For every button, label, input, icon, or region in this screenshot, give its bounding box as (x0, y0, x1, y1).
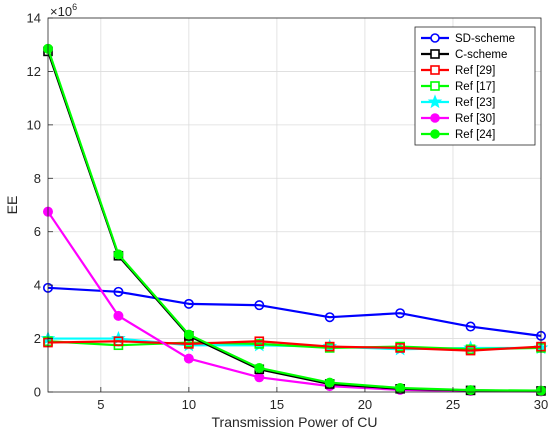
point-ref-30 (113, 310, 124, 321)
legend-entry-ref-24: Ref [24] (421, 129, 495, 141)
point-ref-29 (113, 336, 124, 347)
x-tick-label: 20 (358, 397, 372, 412)
series-sd-scheme (42, 282, 546, 341)
x-tick-label: 15 (270, 397, 284, 412)
point-sd-scheme (183, 298, 194, 309)
point-sd-scheme (465, 321, 476, 332)
point-ref-29 (465, 345, 476, 356)
legend-marker-ref-17 (430, 81, 440, 91)
y-axis-ticks: 0 2 4 6 8 10 12 14 (27, 11, 53, 400)
point-ref-24 (395, 382, 406, 393)
point-ref-24 (465, 385, 476, 396)
y-axis-exponent: 6 (72, 2, 77, 12)
legend-entry-ref-17: Ref [17] (421, 81, 495, 93)
point-sd-scheme (113, 286, 124, 297)
x-tick-label: 10 (182, 397, 196, 412)
legend-marker-ref-30 (430, 113, 440, 123)
point-ref-24 (183, 329, 194, 340)
legend-marker-sd-scheme (430, 33, 440, 43)
legend-marker-ref-23 (427, 94, 443, 109)
point-ref-30 (183, 353, 194, 364)
point-ref-29 (395, 343, 405, 353)
point-ref-29 (324, 341, 335, 352)
legend-marker-ref-24 (430, 129, 440, 139)
line-ref-17 (47, 340, 542, 351)
point-ref-24 (113, 249, 124, 260)
legend-label-ref-17: Ref [17] (455, 81, 495, 93)
legend-label-sd-scheme: SD-scheme (455, 33, 515, 45)
y-axis-exponent-label: ×106 (50, 2, 77, 19)
y-axis-multiplier: ×10 (50, 4, 72, 19)
point-ref-30 (254, 372, 265, 383)
point-sd-scheme (324, 312, 335, 323)
plot-frame (47, 17, 542, 393)
x-axis-label: Transmission Power of CU (212, 414, 378, 430)
legend-entry-ref-29: Ref [29] (421, 65, 495, 77)
line-ref-24 (46, 48, 542, 392)
legend-label-ref-30: Ref [30] (455, 113, 495, 125)
legend-entry-sd-scheme: SD-scheme (421, 33, 515, 45)
series-layer (40, 43, 549, 397)
series-ref-29 (43, 336, 546, 356)
y-axis-label: EE (4, 196, 20, 215)
legend-entry-c-scheme: C-scheme (421, 49, 507, 61)
legend-label-ref-23: Ref [23] (455, 97, 495, 109)
point-ref-24 (324, 377, 335, 388)
legend-label-ref-24: Ref [24] (455, 129, 495, 141)
line-ref-29 (47, 340, 542, 352)
y-tick-label: 8 (34, 171, 41, 186)
x-axis-ticks: 5 10 15 20 25 30 (97, 387, 548, 412)
y-tick-label: 12 (27, 64, 41, 79)
line-sd-scheme (47, 286, 542, 337)
point-ref-24 (254, 362, 265, 373)
y-tick-label: 4 (34, 278, 41, 293)
y-tick-label: 0 (34, 385, 41, 400)
y-tick-label: 14 (27, 11, 41, 26)
x-tick-label: 30 (534, 397, 548, 412)
x-tick-label: 5 (97, 397, 104, 412)
legend: SD-scheme C-scheme Ref [29] Ref [17] Ref [23… (414, 26, 536, 146)
legend-entry-ref-23: Ref [23] (421, 94, 495, 109)
legend-label-ref-29: Ref [29] (455, 65, 495, 77)
point-sd-scheme (254, 300, 265, 311)
point-ref-29 (254, 336, 265, 347)
y-tick-label: 6 (34, 224, 41, 239)
y-tick-label: 10 (27, 117, 41, 132)
point-sd-scheme (395, 308, 406, 319)
legend-entry-ref-30: Ref [30] (421, 113, 495, 125)
y-tick-label: 2 (34, 331, 41, 346)
x-tick-label: 25 (446, 397, 460, 412)
legend-marker-ref-29 (430, 65, 440, 75)
legend-label-c-scheme: C-scheme (455, 49, 507, 61)
legend-marker-c-scheme (430, 49, 440, 59)
